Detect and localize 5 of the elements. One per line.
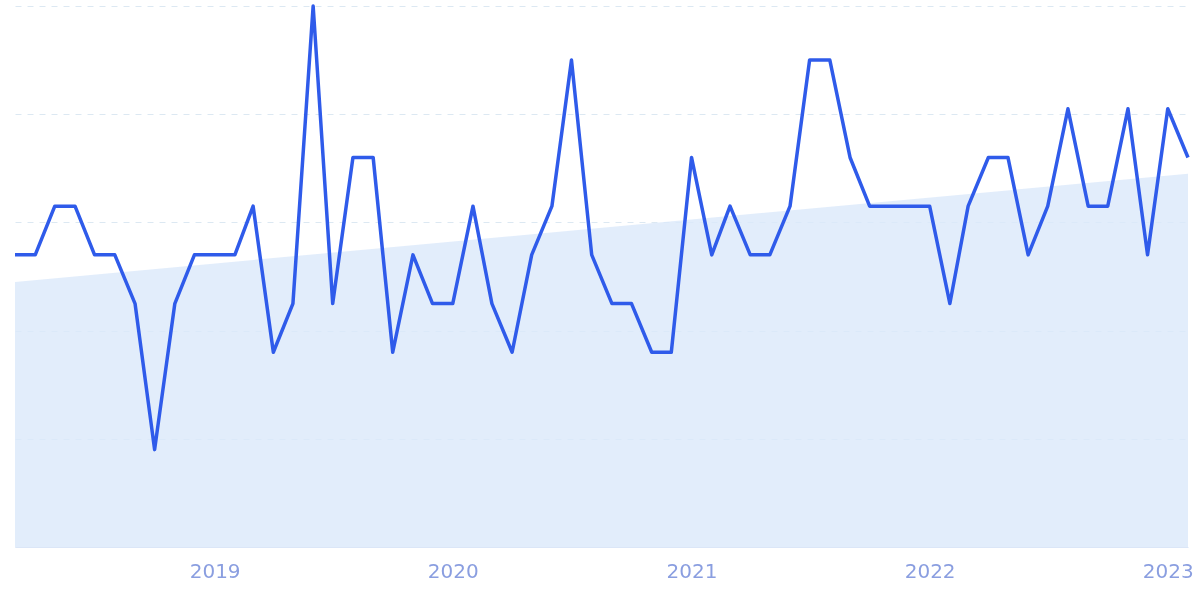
x-tick-label: 2023 [1142, 558, 1194, 583]
x-tick-label: 2019 [189, 558, 241, 583]
x-tick-label: 2020 [427, 558, 479, 583]
x-tick-label: 2022 [904, 558, 956, 583]
x-tick-label: 2021 [666, 558, 718, 583]
